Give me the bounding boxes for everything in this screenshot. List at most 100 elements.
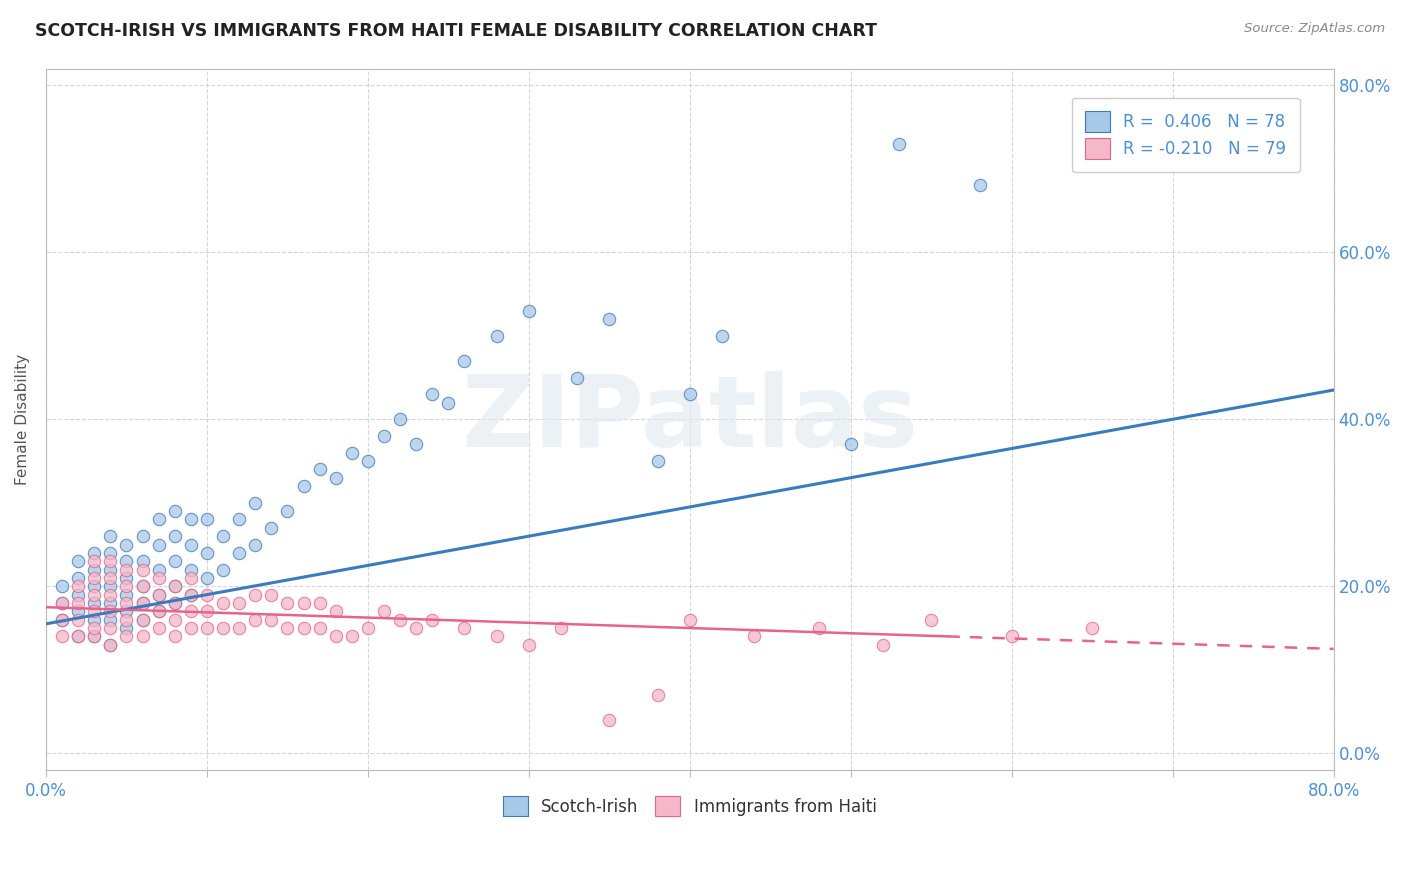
Point — [420, 613, 443, 627]
Point — [245, 588, 267, 602]
Point — [67, 579, 90, 593]
Point — [115, 554, 138, 568]
Point — [163, 613, 186, 627]
Point — [98, 571, 121, 585]
Point — [131, 596, 153, 610]
Point — [83, 621, 105, 635]
Point — [405, 437, 427, 451]
Point — [711, 328, 734, 343]
Point — [389, 613, 412, 627]
Point — [67, 629, 90, 643]
Point — [373, 604, 395, 618]
Point — [148, 571, 170, 585]
Point — [51, 613, 73, 627]
Point — [67, 554, 90, 568]
Point — [115, 563, 138, 577]
Point — [1001, 629, 1024, 643]
Point — [83, 579, 105, 593]
Point — [195, 546, 218, 560]
Point — [163, 554, 186, 568]
Point — [485, 629, 508, 643]
Point — [228, 621, 250, 635]
Point — [67, 596, 90, 610]
Point — [373, 429, 395, 443]
Point — [180, 571, 202, 585]
Point — [115, 537, 138, 551]
Point — [292, 596, 315, 610]
Point — [98, 604, 121, 618]
Point — [1081, 621, 1104, 635]
Point — [180, 621, 202, 635]
Point — [51, 596, 73, 610]
Point — [920, 613, 942, 627]
Point — [115, 629, 138, 643]
Point — [453, 621, 475, 635]
Point — [292, 621, 315, 635]
Point — [98, 621, 121, 635]
Point — [276, 621, 298, 635]
Point — [180, 604, 202, 618]
Point — [357, 621, 380, 635]
Point — [325, 629, 347, 643]
Point — [98, 638, 121, 652]
Point — [67, 629, 90, 643]
Text: SCOTCH-IRISH VS IMMIGRANTS FROM HAITI FEMALE DISABILITY CORRELATION CHART: SCOTCH-IRISH VS IMMIGRANTS FROM HAITI FE… — [35, 22, 877, 40]
Point — [98, 638, 121, 652]
Point — [83, 588, 105, 602]
Point — [98, 579, 121, 593]
Point — [807, 621, 830, 635]
Point — [195, 512, 218, 526]
Point — [67, 571, 90, 585]
Point — [148, 604, 170, 618]
Point — [292, 479, 315, 493]
Point — [131, 579, 153, 593]
Point — [148, 604, 170, 618]
Point — [212, 596, 235, 610]
Point — [517, 638, 540, 652]
Point — [98, 529, 121, 543]
Text: Source: ZipAtlas.com: Source: ZipAtlas.com — [1244, 22, 1385, 36]
Point — [340, 629, 363, 643]
Point — [98, 613, 121, 627]
Point — [163, 596, 186, 610]
Point — [83, 546, 105, 560]
Point — [195, 604, 218, 618]
Text: ZIPatlas: ZIPatlas — [461, 371, 918, 467]
Point — [98, 596, 121, 610]
Point — [67, 613, 90, 627]
Point — [598, 312, 620, 326]
Point — [131, 613, 153, 627]
Point — [115, 604, 138, 618]
Point — [83, 596, 105, 610]
Point — [115, 588, 138, 602]
Point — [212, 529, 235, 543]
Point — [245, 496, 267, 510]
Point — [163, 529, 186, 543]
Point — [679, 387, 702, 401]
Point — [340, 445, 363, 459]
Point — [647, 454, 669, 468]
Point — [51, 596, 73, 610]
Point — [115, 579, 138, 593]
Point — [260, 613, 283, 627]
Point — [98, 546, 121, 560]
Point — [115, 621, 138, 635]
Point — [405, 621, 427, 635]
Point — [148, 537, 170, 551]
Point — [163, 579, 186, 593]
Point — [51, 629, 73, 643]
Point — [260, 521, 283, 535]
Point — [742, 629, 765, 643]
Point — [598, 713, 620, 727]
Point — [83, 604, 105, 618]
Point — [83, 571, 105, 585]
Point — [325, 604, 347, 618]
Point — [260, 588, 283, 602]
Point — [245, 537, 267, 551]
Point — [115, 613, 138, 627]
Point — [228, 596, 250, 610]
Point — [276, 504, 298, 518]
Point — [195, 621, 218, 635]
Point — [131, 554, 153, 568]
Point — [51, 613, 73, 627]
